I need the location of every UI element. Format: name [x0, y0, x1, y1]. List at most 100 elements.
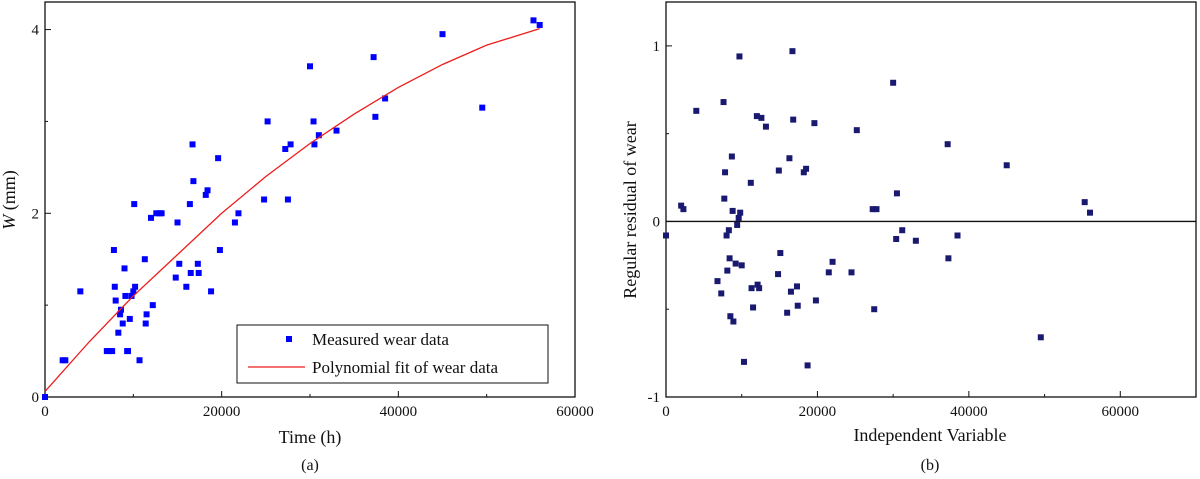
data-point-a — [131, 201, 138, 208]
data-point-b — [723, 232, 730, 239]
data-point-a — [132, 283, 139, 290]
data-point-a — [372, 113, 379, 120]
data-point-b — [787, 288, 794, 295]
data-point-a — [176, 260, 183, 267]
data-point-a — [284, 196, 291, 203]
data-point-a — [128, 292, 135, 299]
data-point-a — [287, 141, 294, 148]
data-point-b — [793, 283, 800, 290]
data-point-b — [871, 306, 878, 313]
data-point-a — [119, 320, 126, 327]
data-point-a — [122, 292, 129, 299]
x-tick-label-b: 60000 — [1102, 404, 1140, 420]
data-point-a — [479, 104, 486, 111]
y-tick-label-a: 4 — [32, 23, 40, 39]
panel-label-a: (a) — [301, 457, 319, 474]
y-tick-label-b: 0 — [653, 214, 661, 230]
data-point-a — [194, 260, 201, 267]
data-point-a — [186, 201, 193, 208]
data-point-b — [893, 236, 900, 242]
data-point-a — [142, 320, 149, 327]
data-point-a — [130, 288, 137, 295]
data-point-b — [825, 269, 832, 276]
data-point-b — [800, 169, 807, 176]
data-point-b — [784, 309, 791, 316]
x-tick-label-a: 20000 — [203, 404, 241, 420]
data-point-a — [143, 311, 150, 318]
data-point-b — [738, 262, 745, 269]
data-point-a — [231, 219, 238, 226]
data-point-b — [777, 250, 784, 257]
data-point-a — [530, 17, 537, 24]
data-point-b — [803, 165, 810, 172]
data-point-a — [77, 288, 84, 295]
data-point-a — [315, 132, 322, 139]
legend-label-measured: Measured wear data — [312, 330, 449, 349]
fit-line — [44, 28, 540, 392]
data-point-a — [153, 210, 160, 217]
data-point-a — [208, 288, 215, 295]
x-axis-label-b: Independent Variable — [853, 425, 1006, 445]
data-point-b — [853, 127, 860, 134]
x-axis-label-a: Time (h) — [279, 427, 342, 448]
data-point-a — [136, 357, 143, 364]
data-point-b — [729, 207, 736, 214]
data-point-a — [148, 214, 154, 221]
data-point-b — [726, 255, 733, 262]
data-point-b — [1003, 162, 1010, 169]
data-point-a — [183, 283, 190, 290]
data-point-b — [735, 214, 742, 221]
data-point-b — [693, 107, 700, 114]
data-point-b — [718, 290, 725, 297]
legend-marker-measured — [286, 336, 292, 342]
data-point-b — [890, 79, 897, 86]
data-point-b — [829, 258, 836, 265]
data-point-b — [1037, 334, 1044, 341]
data-point-b — [804, 362, 811, 369]
data-point-b — [899, 227, 906, 234]
data-point-b — [736, 53, 743, 60]
data-point-b — [730, 318, 737, 325]
data-point-b — [786, 155, 793, 162]
panel-b: 0 20000 40000 60000-101 Independent Variabl… — [620, 1, 1197, 474]
data-point-b — [869, 206, 876, 213]
data-point-b — [680, 206, 687, 213]
y-tick-label-a: 2 — [32, 206, 40, 222]
data-point-b — [728, 153, 735, 160]
data-point-a — [149, 302, 156, 309]
y-tick-label-b: 1 — [653, 39, 661, 55]
y-axis-label-a: W (mm) — [0, 170, 20, 230]
data-point-b — [754, 281, 761, 288]
data-point-b — [789, 48, 796, 55]
x-tick-label-a: 0 — [41, 404, 49, 420]
data-point-a — [109, 348, 116, 355]
data-point-b — [1081, 199, 1088, 206]
data-point-b — [811, 120, 818, 127]
data-point-b — [750, 304, 757, 311]
x-tick-label-b: 20000 — [799, 404, 837, 420]
data-point-b — [756, 285, 763, 292]
data-point-b — [775, 167, 782, 174]
data-point-a — [311, 141, 318, 148]
data-point-b — [727, 313, 734, 320]
data-point-a — [112, 297, 119, 304]
data-point-a — [190, 178, 197, 185]
data-point-b — [753, 113, 760, 120]
data-point-b — [737, 209, 744, 216]
data-point-b — [893, 190, 900, 197]
data-point-b — [747, 179, 754, 186]
data-point-b — [954, 232, 961, 239]
data-point-a — [141, 256, 148, 263]
plot-frame-b — [665, 1, 1197, 398]
legend-label-fit: Polynomial fit of wear data — [312, 358, 498, 377]
x-tick-label-b: 40000 — [950, 404, 988, 420]
data-point-a — [126, 315, 133, 322]
data-point-b — [722, 169, 729, 176]
data-point-a — [307, 63, 313, 70]
data-point-a — [42, 394, 48, 400]
panel-label-b: (b) — [921, 457, 940, 474]
data-point-b — [790, 116, 797, 123]
data-point-b — [725, 227, 732, 234]
